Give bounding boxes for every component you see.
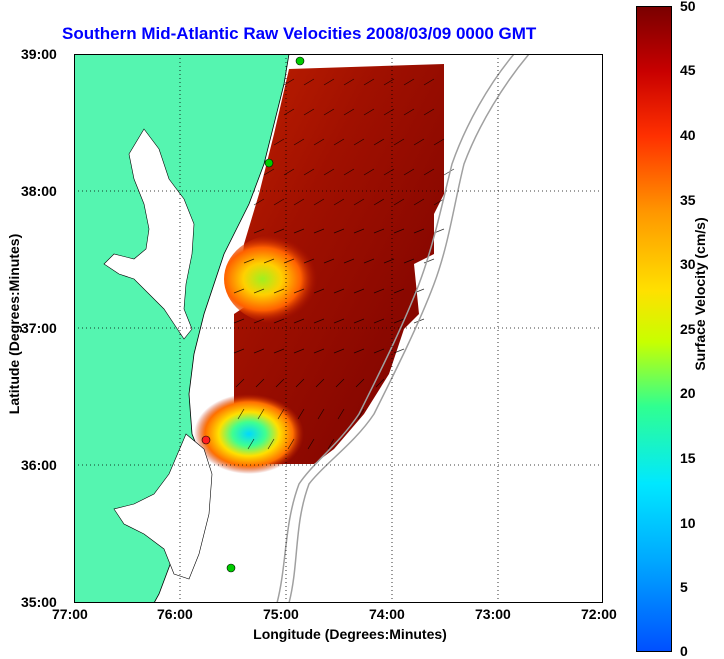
map-plot-area [74,54,603,603]
bathymetry-contours [276,54,530,603]
colorbar-tick-label: 20 [680,385,696,401]
x-tick-label: 76:00 [157,606,193,622]
station-marker[interactable] [295,56,305,66]
map-frame [74,54,603,603]
colorbar-tick-label: 30 [680,256,696,272]
x-axis-label: Longitude (Degrees:Minutes) [253,626,447,642]
velocity-slow-region [194,394,304,474]
station-marker[interactable] [264,158,274,168]
x-tick-label: 74:00 [369,606,405,622]
velocity-slow-region [224,234,334,324]
velocity-vectors [233,78,455,450]
map-svg [74,54,603,603]
y-tick-label: 37:00 [21,320,57,336]
y-tick-label: 39:00 [21,46,57,62]
y-axis-label: Latitude (Degrees:Minutes) [6,233,22,415]
colorbar-tick-label: 45 [680,62,696,78]
station-marker[interactable] [226,563,236,573]
colorbar-tick-label: 0 [680,643,688,659]
y-tick-label: 38:00 [21,183,57,199]
x-tick-label: 73:00 [475,606,511,622]
map-title: Southern Mid-Atlantic Raw Velocities 200… [62,24,537,43]
colorbar-tick-label: 40 [680,127,696,143]
colorbar-tick-label: 35 [680,192,696,208]
x-tick-label: 75:00 [263,606,299,622]
colorbar-tick-label: 15 [680,450,696,466]
colorbar-tick-label: 25 [680,321,696,337]
station-marker[interactable] [201,435,211,445]
colorbar-tick-label: 50 [680,0,696,14]
y-tick-label: 36:00 [21,457,57,473]
x-tick-label: 72:00 [581,606,617,622]
bay-water [103,128,195,340]
sound-water [113,433,213,580]
colorbar-tick-label: 5 [680,579,688,595]
velocity-field [234,64,444,464]
y-tick-label: 35:00 [21,594,57,610]
colorbar-label: Surface Velocity (cm/s) [692,217,708,371]
colorbar [636,6,672,652]
colorbar-tick-label: 10 [680,515,696,531]
x-tick-label: 77:00 [52,606,88,622]
grid-lines [74,54,603,603]
